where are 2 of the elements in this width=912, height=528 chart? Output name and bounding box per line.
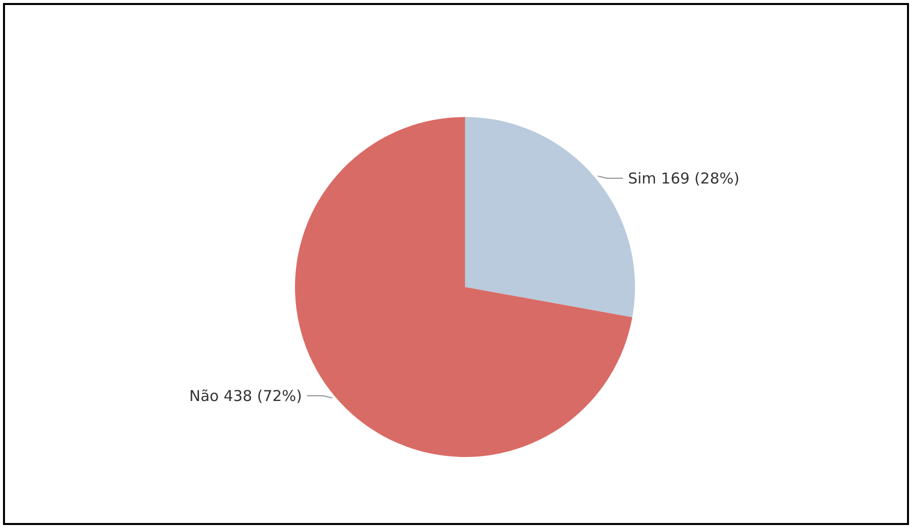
slice-label: Sim 169 (28%)	[628, 170, 740, 188]
slice-label: Não 438 (72%)	[189, 386, 302, 405]
